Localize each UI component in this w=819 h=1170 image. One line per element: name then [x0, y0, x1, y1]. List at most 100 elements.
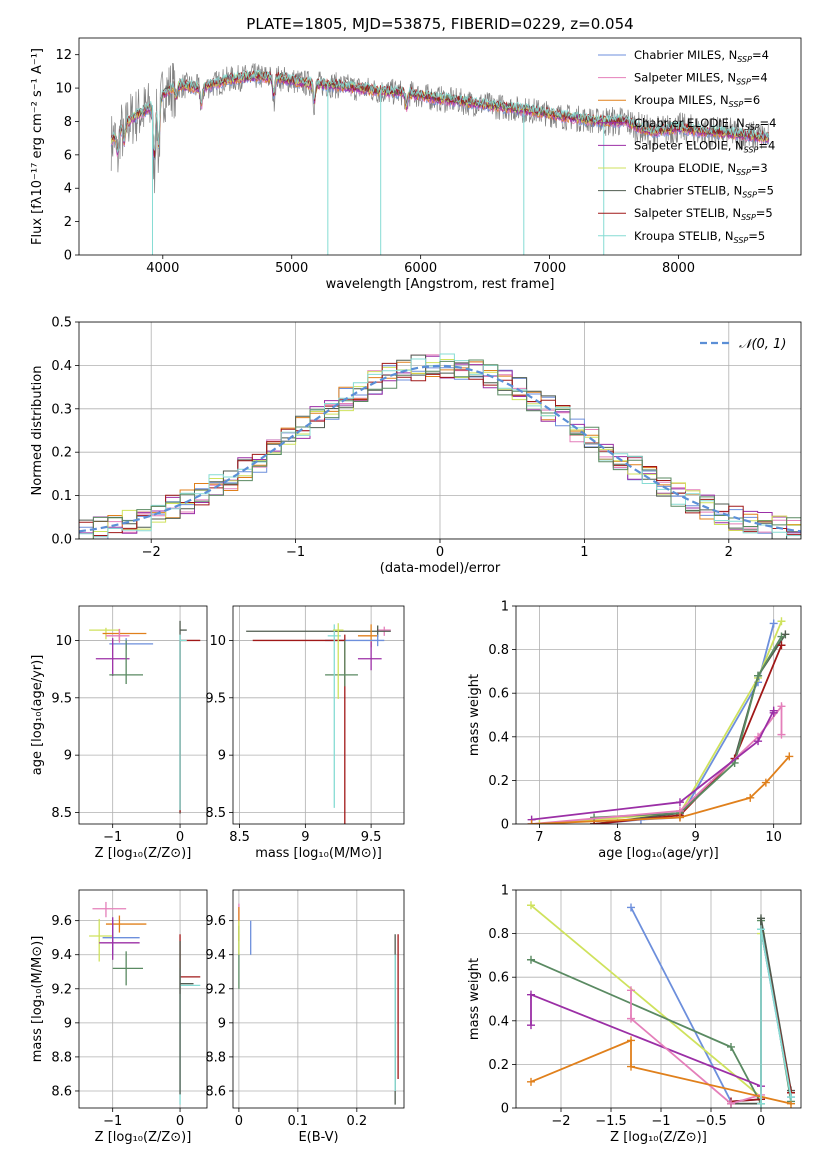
- y-tick-label: 9.5: [51, 691, 72, 706]
- legend-value: =4: [760, 116, 777, 130]
- legend-entry: Kroupa STELIB, NSSP=5: [634, 229, 765, 245]
- legend-label: Salpeter MILES, N: [634, 71, 736, 85]
- y-tick-label: 0.6: [488, 687, 509, 702]
- x-axis-label: age [log₁₀(age/yr)]: [598, 846, 719, 861]
- y-tick-label: 2: [64, 215, 72, 230]
- series-marker: [777, 617, 786, 626]
- series-marker: [761, 778, 770, 787]
- legend-sub: SSP: [744, 145, 759, 154]
- series-marker: [675, 798, 684, 807]
- y-tick-label: 0.2: [488, 1058, 509, 1073]
- legend-sub: SSP: [737, 55, 752, 64]
- y-axis-label: mass [log₁₀(M/M⊙)]: [30, 936, 45, 1063]
- plot-area-residuals: [79, 322, 801, 539]
- x-tick-label: −1.5: [595, 1114, 627, 1129]
- plot-area-spectrum: [110, 62, 770, 255]
- y-tick-label: 0.3: [51, 402, 72, 417]
- y-tick-label: 1: [501, 884, 509, 899]
- series-marker: [675, 813, 684, 822]
- legend-sub: SSP: [745, 123, 760, 132]
- x-tick-label: 8000: [662, 261, 695, 276]
- series-marker: [769, 708, 778, 717]
- x-axis-label: wavelength [Angstrom, rest frame]: [326, 277, 555, 292]
- y-tick-label: 0: [501, 1102, 509, 1117]
- series-marker: [727, 1042, 735, 1051]
- axes-frame: [78, 321, 802, 540]
- x-tick-label: 0.1: [288, 1114, 309, 1129]
- x-tick-label: 7000: [533, 261, 566, 276]
- y-tick-label: 0: [501, 818, 509, 833]
- x-tick-label: 0.2: [346, 1114, 367, 1129]
- series-marker: [627, 1036, 635, 1045]
- y-tick-label: 9.4: [51, 948, 72, 963]
- series-marker: [527, 820, 536, 824]
- legend-sub: SSP: [736, 78, 751, 87]
- x-axis-label: Z [log₁₀(Z/Z⊙)]: [95, 846, 192, 861]
- x-tick-label: 0: [436, 545, 444, 560]
- series-marker: [627, 903, 635, 912]
- series-marker: [777, 641, 786, 650]
- legend-label: Salpeter ELODIE, N: [634, 138, 744, 152]
- y-tick-label: 8.5: [51, 806, 72, 821]
- legend-value: =5: [757, 184, 774, 198]
- panel-spectrum: 4000 5000 6000 7000 8000 0 2 4 6 8 10 12 wavelength …: [30, 37, 802, 292]
- y-tick-label: 0.8: [488, 643, 509, 658]
- y-tick-label: 9: [64, 749, 72, 764]
- axes-frame: [232, 605, 405, 825]
- series-marker: [754, 671, 763, 680]
- series-line-6: [630, 990, 762, 1105]
- x-tick-label: −2: [551, 1114, 570, 1129]
- legend-sub: SSP: [736, 168, 751, 177]
- panel-residuals: −2 −1 0 1 2 0.0 0.1 0.2 0.3 0.4 0.5 (data-model)/er…: [30, 316, 802, 576]
- panel-mass_weight_vs_Z: −2 −1.5 −1 −0.5 0 0 0.2 0.4 0.6 0.8 1 Z [log₁₀(Z/Z⊙…: [467, 884, 802, 1145]
- panel-mass_vs_EBV: 0 0.1 0.2 8.6 8.8 9 9.2 9.4 9.6 E(B-V): [205, 889, 405, 1145]
- legend-entry: Salpeter ELODIE, NSSP=4: [634, 138, 775, 154]
- y-tick-label: 1: [501, 600, 509, 615]
- y-tick-label: 0.0: [51, 533, 72, 548]
- x-tick-label: 0: [176, 830, 184, 845]
- y-tick-label: 0.8: [488, 927, 509, 942]
- plot-area-mass_weight_vs_Z: [516, 890, 801, 1108]
- series-marker: [754, 737, 763, 746]
- legend-label: Chabrier ELODIE, N: [634, 116, 745, 130]
- axes-frame: [78, 889, 208, 1109]
- y-tick-label: 0: [64, 249, 72, 264]
- y-tick-label: 8.8: [205, 1050, 226, 1065]
- axes-frame: [78, 605, 208, 825]
- plot-area-mass_vs_Z: [79, 890, 207, 1108]
- x-tick-label: −1: [103, 830, 122, 845]
- y-axis-label: Normed distribution: [30, 366, 45, 496]
- series-marker: [627, 1014, 635, 1023]
- axes-frame: [78, 37, 802, 256]
- legend-entry: Kroupa MILES, NSSP=6: [634, 93, 760, 109]
- legend-value: =3: [751, 161, 768, 175]
- series-line-7: [530, 1039, 792, 1105]
- panel-age_vs_mass: 8.5 9 9.5 8.5 9 9.5 10 mass [log₁₀(M/M⊙)]: [205, 605, 405, 861]
- x-tick-label: 8.5: [229, 830, 250, 845]
- series-marker: [757, 914, 765, 923]
- y-tick-label: 8: [64, 115, 72, 130]
- y-tick-label: 8.6: [205, 1084, 226, 1099]
- series-marker: [535, 820, 544, 824]
- y-tick-label: 0.1: [51, 489, 72, 504]
- series-marker: [746, 793, 755, 802]
- series-marker: [777, 702, 786, 711]
- legend-entry: Chabrier ELODIE, NSSP=4: [634, 116, 776, 132]
- x-axis-label: E(B-V): [298, 1130, 338, 1145]
- legend-label: Kroupa ELODIE, N: [634, 161, 736, 175]
- histogram-kroupa_stelib: [79, 353, 801, 539]
- x-axis-label: Z [log₁₀(Z/Z⊙)]: [95, 1130, 192, 1145]
- y-tick-label: 8.6: [51, 1084, 72, 1099]
- axes-frame: [515, 889, 802, 1109]
- legend-entry: 𝒩(0, 1): [739, 337, 786, 352]
- x-tick-label: 10: [765, 830, 782, 845]
- series-marker: [527, 1077, 535, 1086]
- x-tick-label: 6000: [404, 261, 437, 276]
- legend-sub: SSP: [741, 213, 756, 222]
- x-tick-label: −1: [651, 1114, 670, 1129]
- legend-sub: SSP: [742, 191, 757, 200]
- y-tick-label: 6: [64, 148, 72, 163]
- x-tick-label: 9: [301, 830, 309, 845]
- x-tick-label: 1: [580, 545, 588, 560]
- legend-value: =4: [758, 138, 775, 152]
